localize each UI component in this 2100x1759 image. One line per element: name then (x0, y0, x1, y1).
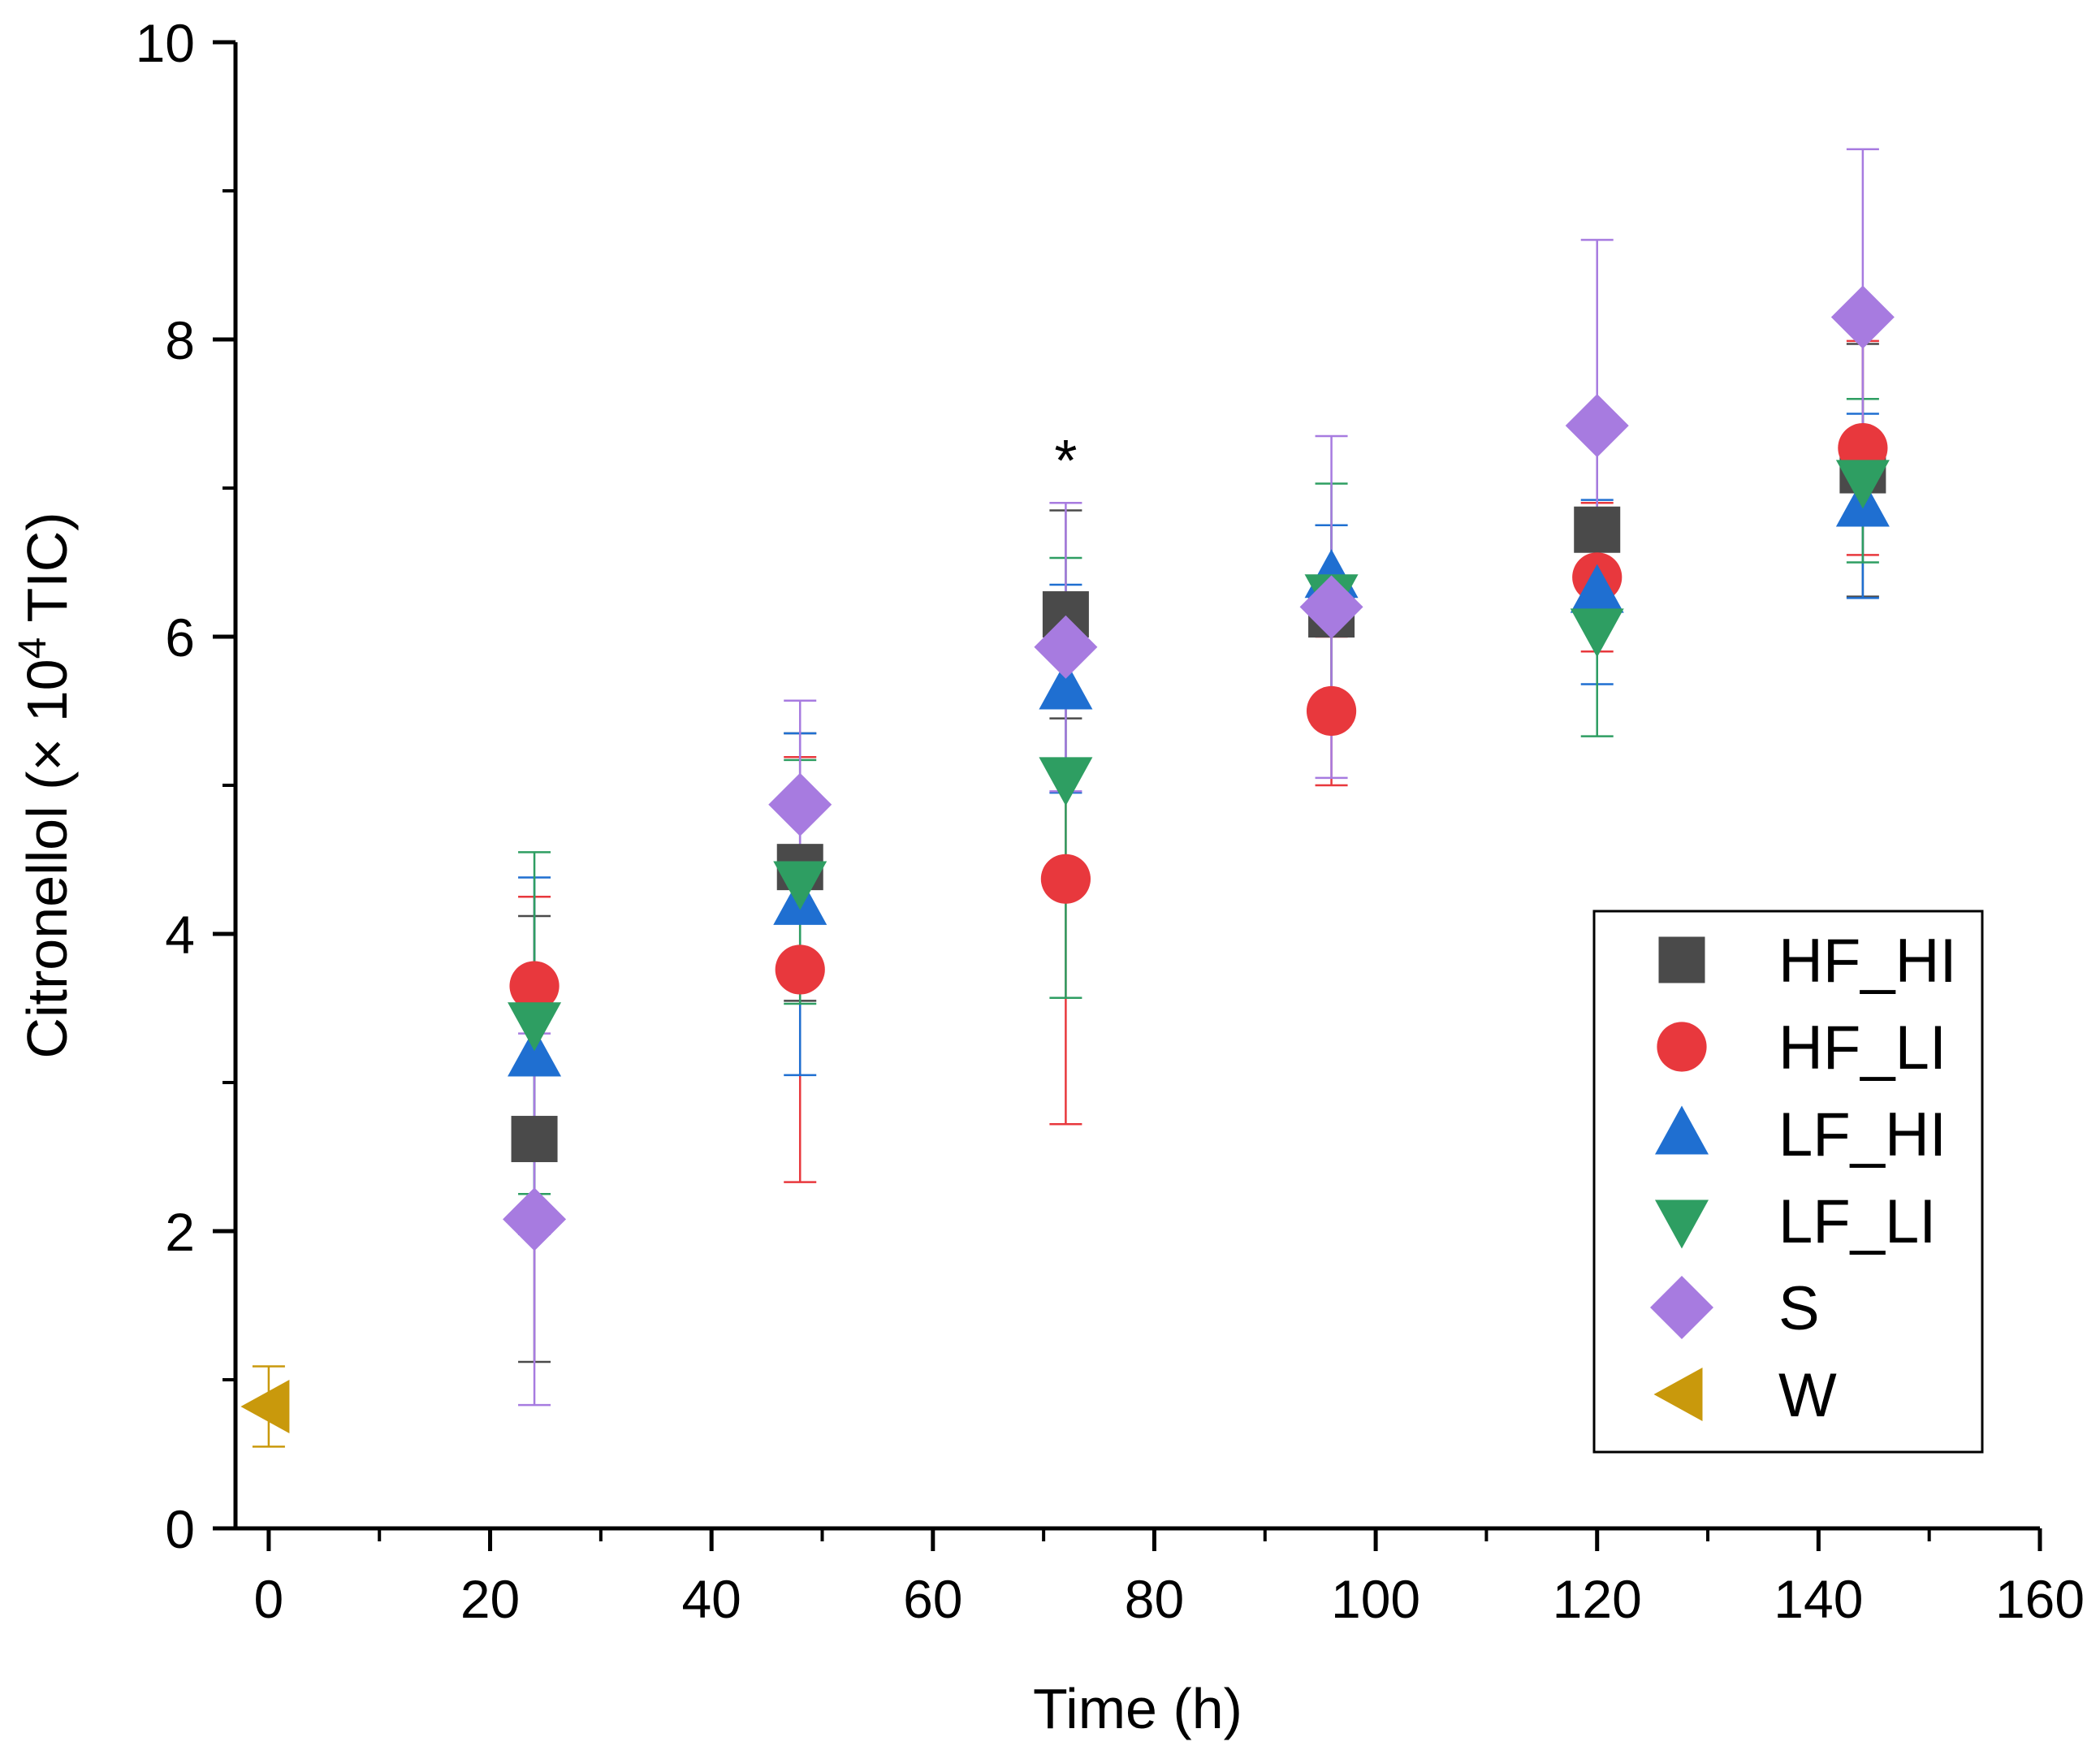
x-tick-label: 20 (460, 1569, 520, 1629)
data-point-hf-li (775, 944, 825, 995)
data-point-lf-li (1835, 460, 1890, 509)
y-tick-label: 6 (165, 607, 195, 668)
legend-marker-lf-hi (1655, 1105, 1709, 1155)
data-point-s (1034, 615, 1098, 679)
legend-marker-w (1653, 1368, 1703, 1421)
legend-marker-lf-li (1655, 1199, 1709, 1249)
data-point-lf-hi (1039, 660, 1093, 710)
data-point-hf-li (1306, 685, 1357, 737)
legend: HF_HI HF_LI LF_HI LF_LI SW (1592, 910, 1984, 1454)
y-axis-title-superscript: 4 (11, 637, 54, 659)
y-axis-title: Citronellol (× 104 TIC) (11, 512, 80, 1058)
x-axis-title: Time (h) (1033, 1677, 1242, 1740)
x-tick-label: 60 (903, 1569, 962, 1629)
y-tick-label: 2 (165, 1202, 195, 1262)
legend-label-lf-hi: LF_HI (1778, 1100, 1947, 1169)
legend-label-hf-li: HF_LI (1778, 1013, 1947, 1083)
data-point-hf-li (1040, 854, 1091, 904)
y-axis-title-prefix: Citronellol (× 10 (15, 659, 79, 1058)
data-point-s (1299, 575, 1363, 639)
legend-label-hf-hi: HF_HI (1778, 927, 1957, 996)
x-tick-label: 40 (681, 1569, 741, 1629)
y-axis-title-suffix: TIC) (15, 512, 79, 637)
x-tick-label: 0 (254, 1569, 284, 1629)
legend-label-w: W (1778, 1361, 1837, 1430)
legend-marker-hf-hi (1658, 936, 1705, 983)
y-tick-label: 10 (136, 13, 195, 73)
data-point-s (1565, 394, 1629, 458)
legend-label-lf-li: LF_LI (1778, 1187, 1936, 1256)
data-point-s (1830, 285, 1895, 349)
data-point-s (503, 1187, 567, 1251)
y-tick-label: 8 (165, 310, 195, 370)
legend-marker-hf-li (1657, 1022, 1707, 1072)
data-point-hf-hi (1574, 506, 1621, 553)
data-point-lf-hi (1570, 564, 1624, 613)
x-tick-label: 160 (1995, 1569, 2085, 1629)
y-tick-label: 0 (165, 1499, 195, 1559)
x-tick-label: 100 (1331, 1569, 1420, 1629)
legend-box (1592, 910, 1984, 1454)
data-point-lf-li (773, 861, 827, 910)
data-point-lf-li (1570, 608, 1624, 658)
data-point-hf-li (509, 961, 560, 1011)
legend-label-s: S (1778, 1274, 1820, 1343)
significance-asterisk: * (1054, 429, 1077, 494)
legend-marker-s (1650, 1276, 1713, 1339)
y-tick-label: 4 (165, 905, 195, 965)
data-point-w (240, 1379, 290, 1433)
data-point-lf-hi (508, 1027, 562, 1077)
data-point-s (768, 772, 832, 836)
data-point-lf-li (508, 1002, 562, 1052)
data-point-lf-li (1039, 757, 1093, 806)
data-point-hf-hi (511, 1116, 558, 1163)
x-tick-label: 80 (1125, 1569, 1184, 1629)
x-tick-label: 140 (1774, 1569, 1863, 1629)
x-tick-label: 120 (1553, 1569, 1642, 1629)
